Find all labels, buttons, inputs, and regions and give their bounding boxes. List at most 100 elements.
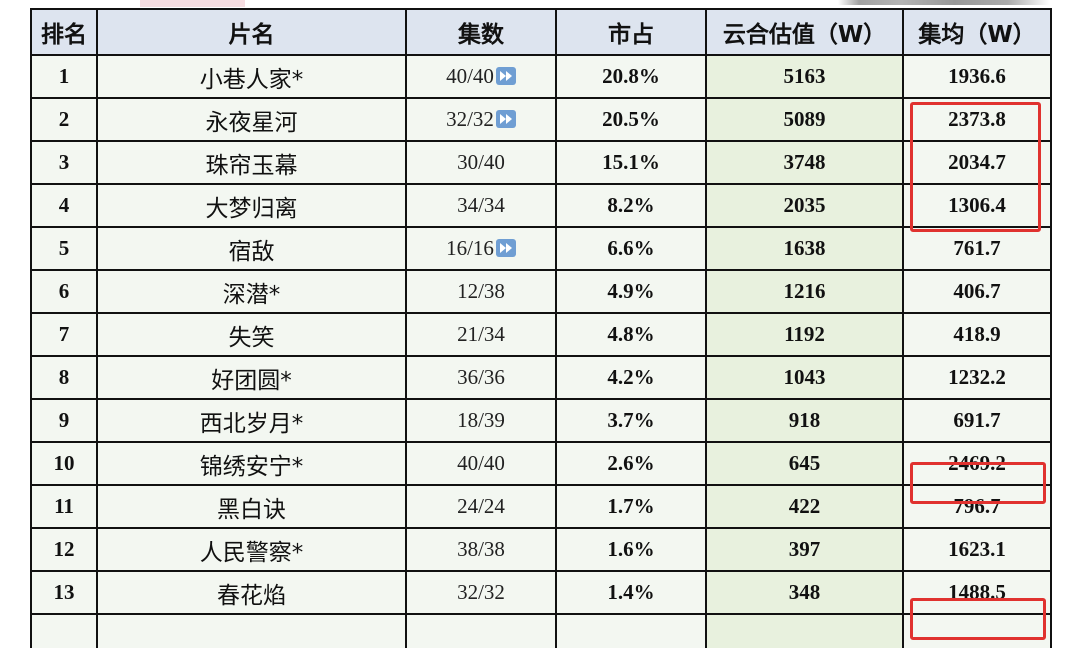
share-cell: 6.6% <box>555 226 707 271</box>
rank-cell: 3 <box>30 140 98 185</box>
episodes-cell: 34/34 <box>405 183 557 228</box>
episodes-cell: 32/32 <box>405 97 557 142</box>
table-row: 6 深潜* 12/38 4.9% 1216 406.7 <box>30 269 1052 314</box>
header-title: 片名 <box>96 8 407 56</box>
per-episode-cell: 1232.2 <box>902 355 1052 400</box>
episodes-cell: 38/38 <box>405 527 557 572</box>
highlight-box-row-10 <box>910 462 1046 504</box>
per-episode-cell: 1623.1 <box>902 527 1052 572</box>
rank-cell: 11 <box>30 484 98 529</box>
share-cell: 8.2% <box>555 183 707 228</box>
table-row: 10 锦绣安宁* 40/40 2.6% 645 2469.2 <box>30 441 1052 486</box>
header-estimate: 云合估值（W） <box>705 8 904 56</box>
rank-cell: 8 <box>30 355 98 400</box>
table-row: 7 失笑 21/34 4.8% 1192 418.9 <box>30 312 1052 357</box>
rank-cell: 12 <box>30 527 98 572</box>
share-cell: 20.5% <box>555 97 707 142</box>
per-episode-cell: 418.9 <box>902 312 1052 357</box>
estimate-cell: 1043 <box>705 355 904 400</box>
per-episode-cell: 796.7 <box>902 484 1052 529</box>
title-cell: 失笑 <box>96 312 407 357</box>
share-cell: 1.4% <box>555 570 707 615</box>
rank-cell: 4 <box>30 183 98 228</box>
episodes-cell: 40/40 <box>405 441 557 486</box>
episodes-cell: 24/24 <box>405 484 557 529</box>
top-pink-tag <box>140 0 245 7</box>
share-cell: 15.1% <box>555 140 707 185</box>
rank-cell: 9 <box>30 398 98 443</box>
highlight-box-row-13 <box>910 598 1046 640</box>
rank-cell: 13 <box>30 570 98 615</box>
table-row: 13 春花焰 32/32 1.4% 348 1488.5 <box>30 570 1052 615</box>
table-row: 5 宿敌 16/16 6.6% 1638 761.7 <box>30 226 1052 271</box>
table-row: 12 人民警察* 38/38 1.6% 397 1623.1 <box>30 527 1052 572</box>
title-cell: 黑白诀 <box>96 484 407 529</box>
rank-cell: 5 <box>30 226 98 271</box>
header-episodes: 集数 <box>405 8 557 56</box>
table-body: 1 小巷人家* 40/40 20.8% 5163 1936.6 2 永夜星河 3… <box>30 54 1052 648</box>
estimate-cell: 645 <box>705 441 904 486</box>
header-row: 排名 片名 集数 市占 云合估值（W） 集均（W） <box>30 8 1052 56</box>
title-cell: 好团圆* <box>96 355 407 400</box>
rank-cell: 1 <box>30 54 98 99</box>
estimate-cell: 5163 <box>705 54 904 99</box>
header-rank: 排名 <box>30 8 98 56</box>
title-cell: 永夜星河 <box>96 97 407 142</box>
header-share: 市占 <box>555 8 707 56</box>
episodes-cell: 16/16 <box>405 226 557 271</box>
share-cell: 2.6% <box>555 441 707 486</box>
table-row: 4 大梦归离 34/34 8.2% 2035 1306.4 <box>30 183 1052 228</box>
episodes-cell: 21/34 <box>405 312 557 357</box>
estimate-cell: 2035 <box>705 183 904 228</box>
rank-cell: 10 <box>30 441 98 486</box>
estimate-cell: 5089 <box>705 97 904 142</box>
per-episode-cell: 761.7 <box>902 226 1052 271</box>
estimate-cell: 1192 <box>705 312 904 357</box>
title-cell: 大梦归离 <box>96 183 407 228</box>
share-cell: 4.9% <box>555 269 707 314</box>
estimate-cell: 422 <box>705 484 904 529</box>
episodes-text: 40/40 <box>446 64 494 88</box>
ranking-table: 排名 片名 集数 市占 云合估值（W） 集均（W） 1 小巷人家* 40/40 … <box>30 8 1052 648</box>
estimate-cell: 348 <box>705 570 904 615</box>
episodes-text: 16/16 <box>446 236 494 260</box>
top-strip <box>0 0 1080 8</box>
per-episode-cell: 2373.8 <box>902 97 1052 142</box>
table-row-partial <box>30 613 1052 648</box>
episodes-cell: 36/36 <box>405 355 557 400</box>
fast-forward-icon <box>495 239 516 257</box>
estimate-cell: 3748 <box>705 140 904 185</box>
episodes-cell: 32/32 <box>405 570 557 615</box>
title-cell: 宿敌 <box>96 226 407 271</box>
fast-forward-icon <box>495 67 516 85</box>
rank-cell: 2 <box>30 97 98 142</box>
table-row: 2 永夜星河 32/32 20.5% 5089 2373.8 <box>30 97 1052 142</box>
table-row: 11 黑白诀 24/24 1.7% 422 796.7 <box>30 484 1052 529</box>
estimate-cell: 397 <box>705 527 904 572</box>
fast-forward-icon <box>495 110 516 128</box>
share-cell: 1.7% <box>555 484 707 529</box>
per-episode-cell: 2034.7 <box>902 140 1052 185</box>
per-episode-cell: 406.7 <box>902 269 1052 314</box>
table-row: 1 小巷人家* 40/40 20.8% 5163 1936.6 <box>30 54 1052 99</box>
title-cell: 小巷人家* <box>96 54 407 99</box>
rank-cell: 7 <box>30 312 98 357</box>
share-cell: 3.7% <box>555 398 707 443</box>
episodes-text: 32/32 <box>446 107 494 131</box>
highlight-box-rows-2-4 <box>910 102 1041 232</box>
share-cell: 20.8% <box>555 54 707 99</box>
title-cell: 人民警察* <box>96 527 407 572</box>
per-episode-cell: 691.7 <box>902 398 1052 443</box>
episodes-cell: 18/39 <box>405 398 557 443</box>
estimate-cell: 1216 <box>705 269 904 314</box>
title-cell: 西北岁月* <box>96 398 407 443</box>
episodes-cell: 30/40 <box>405 140 557 185</box>
share-cell: 4.8% <box>555 312 707 357</box>
per-episode-cell: 1306.4 <box>902 183 1052 228</box>
title-cell: 锦绣安宁* <box>96 441 407 486</box>
share-cell: 4.2% <box>555 355 707 400</box>
per-episode-cell: 1936.6 <box>902 54 1052 99</box>
rank-cell: 6 <box>30 269 98 314</box>
share-cell: 1.6% <box>555 527 707 572</box>
